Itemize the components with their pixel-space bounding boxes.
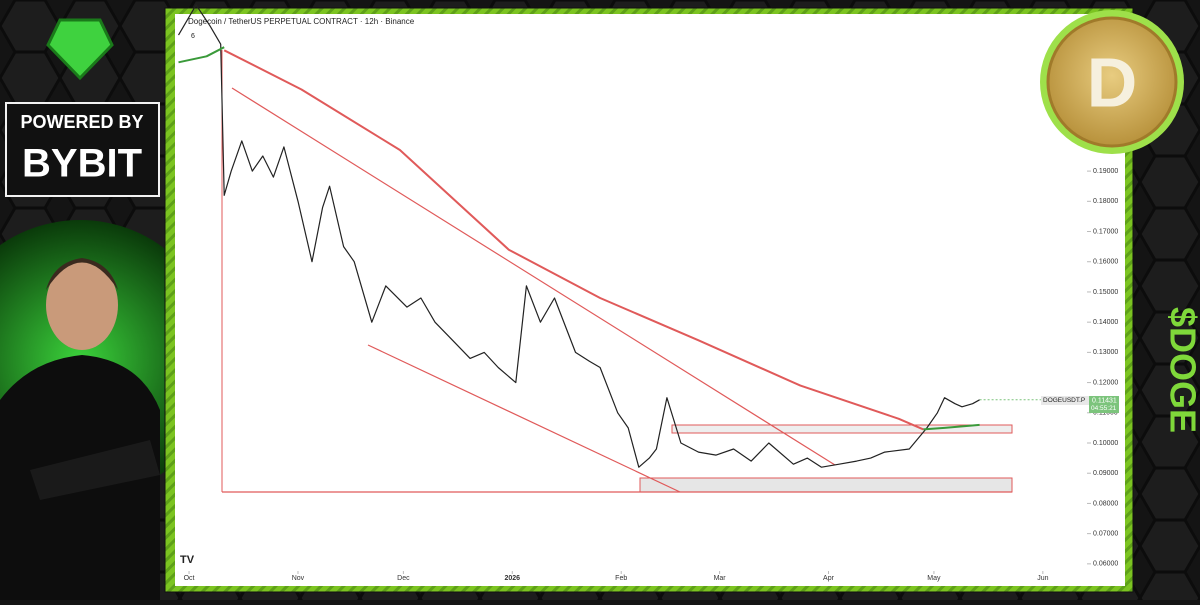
x-tick-label: Jun bbox=[1037, 575, 1048, 582]
series-line bbox=[177, 4, 980, 468]
y-tick-label: 0.17000 bbox=[1093, 228, 1118, 235]
y-tick-label: 0.14000 bbox=[1093, 319, 1118, 326]
x-tick-label: 2026 bbox=[505, 575, 521, 582]
y-tick-label: 0.11000 bbox=[1093, 410, 1118, 417]
countdown: 04:55:21 bbox=[1091, 405, 1117, 412]
y-tick-label: 0.16000 bbox=[1093, 259, 1118, 266]
person-arms bbox=[30, 440, 160, 500]
coin-letter: D bbox=[1087, 43, 1138, 121]
ticker: $DOGE bbox=[1162, 307, 1200, 433]
chart-title: Dogecoin / TetherUS PERPETUAL CONTRACT ·… bbox=[188, 17, 415, 26]
promo-box bbox=[5, 102, 160, 197]
x-tick-label: Feb bbox=[615, 575, 627, 582]
x-tick-label: Mar bbox=[714, 575, 727, 582]
promo-text: POWERED BY bbox=[20, 112, 143, 132]
x-tick-label: Apr bbox=[823, 575, 835, 582]
y-tick-label: 0.18000 bbox=[1093, 198, 1118, 205]
trend-line bbox=[231, 87, 836, 466]
last-price: 0.11431 bbox=[1092, 397, 1117, 404]
y-tick-label: 0.12000 bbox=[1093, 379, 1118, 386]
y-tick-label: 0.06000 bbox=[1093, 561, 1118, 568]
y-tick-label: 0.19000 bbox=[1093, 168, 1118, 175]
x-tick-label: May bbox=[927, 575, 941, 582]
symbol-tag bbox=[1041, 396, 1089, 405]
x-tick-label: Nov bbox=[292, 575, 305, 582]
tv-logo: TV bbox=[180, 554, 195, 566]
series-line bbox=[223, 49, 924, 431]
logo bbox=[46, 18, 114, 81]
price-tag bbox=[1089, 396, 1119, 413]
person-head bbox=[46, 260, 118, 350]
series-line bbox=[178, 46, 980, 431]
y-tick-label: 0.09000 bbox=[1093, 470, 1118, 477]
resistance-zone bbox=[671, 424, 1013, 434]
y-tick-label: 0.07000 bbox=[1093, 530, 1118, 537]
x-tick-label: Dec bbox=[397, 575, 410, 582]
person-hair bbox=[46, 258, 118, 290]
y-tick-label: 0.10000 bbox=[1093, 440, 1118, 447]
indicator: 6 bbox=[191, 33, 195, 40]
x-tick-label: Oct bbox=[184, 575, 195, 582]
y-tick-label: 0.13000 bbox=[1093, 349, 1118, 356]
trend-line bbox=[367, 344, 681, 493]
support-zone bbox=[639, 477, 1013, 493]
y-tick-label: 0.08000 bbox=[1093, 500, 1118, 507]
coin bbox=[1046, 16, 1178, 148]
symbol: DOGEUSDT.P bbox=[1043, 397, 1085, 404]
brand: BYBIT bbox=[22, 142, 142, 186]
y-tick-label: 0.15000 bbox=[1093, 289, 1118, 296]
